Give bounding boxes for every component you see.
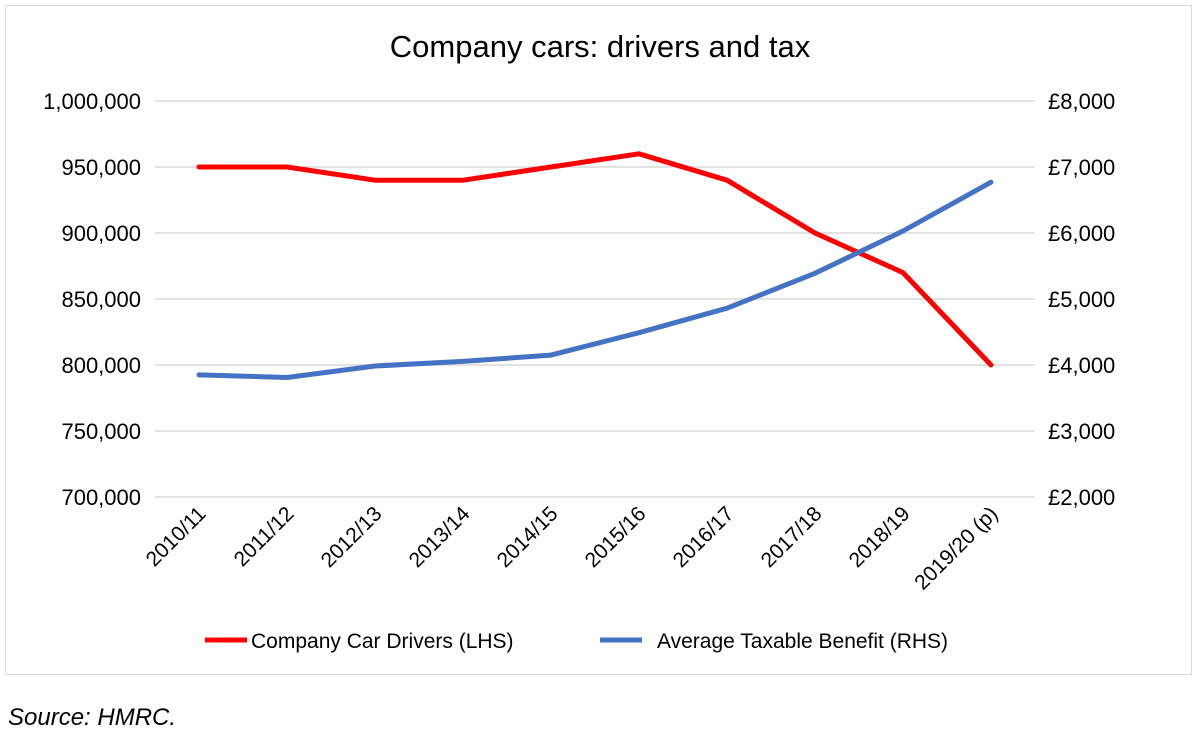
y-right-tick-label: £4,000 <box>1048 353 1115 378</box>
y-right-tick-label: £2,000 <box>1048 485 1115 510</box>
y-right-tick-label: £5,000 <box>1048 287 1115 312</box>
x-tick-label: 2017/18 <box>757 502 827 572</box>
x-tick-label: 2015/16 <box>581 502 651 572</box>
chart-frame <box>5 5 1192 675</box>
x-tick-label: 2011/12 <box>230 502 299 571</box>
y-left-tick-label: 950,000 <box>61 155 141 180</box>
legend-label: Average Taxable Benefit (RHS) <box>657 630 948 653</box>
y-right-tick-label: £8,000 <box>1048 89 1115 114</box>
y-right-tick-label: £6,000 <box>1048 221 1115 246</box>
y-right-tick-label: £7,000 <box>1048 155 1115 180</box>
x-tick-label: 2012/13 <box>317 502 387 572</box>
y-left-tick-label: 700,000 <box>61 485 141 510</box>
x-tick-label: 2018/19 <box>845 502 915 572</box>
legend-label: Company Car Drivers (LHS) <box>251 630 514 653</box>
chart-title: Company cars: drivers and tax <box>390 29 811 64</box>
series-line-benefit <box>196 179 994 380</box>
x-tick-label: 2019/20 (p) <box>910 502 1002 594</box>
x-tick-label: 2013/14 <box>405 502 475 572</box>
y-left-tick-label: 1,000,000 <box>43 89 141 114</box>
y-left-tick-label: 900,000 <box>61 221 141 246</box>
series-line-drivers <box>196 151 994 368</box>
y-left-tick-label: 750,000 <box>61 419 141 444</box>
y-left-tick-label: 850,000 <box>61 287 141 312</box>
x-tick-label: 2010/11 <box>142 502 211 571</box>
x-tick-label: 2016/17 <box>669 502 739 572</box>
source-note: Source: HMRC. <box>8 704 177 731</box>
y-left-tick-label: 800,000 <box>61 353 141 378</box>
line-chart: Company cars: drivers and tax 700,000 £2,0… <box>43 29 1115 653</box>
x-tick-label: 2014/15 <box>493 502 563 572</box>
y-right-tick-label: £3,000 <box>1048 419 1115 444</box>
